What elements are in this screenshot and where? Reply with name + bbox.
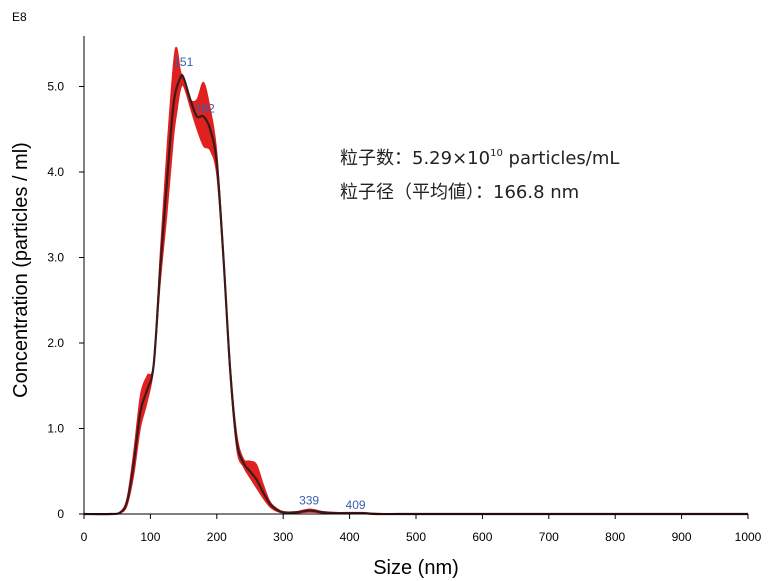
particle-count-exponent: 10	[490, 148, 503, 159]
stats-annotation: 粒子数：5.29×1010 particles/mL 粒子径（平均値）：166.…	[340, 148, 619, 203]
x-tick-label: 300	[273, 530, 293, 544]
peak-label: 339	[299, 494, 319, 508]
x-tick-label: 200	[207, 530, 227, 544]
x-tick-label: 400	[340, 530, 360, 544]
ticks-layer: 0 100 200 300 400 500 600 700 800 900 1000 0 1.0 2.0 3…	[47, 80, 761, 545]
y-tick-label: 1.0	[47, 422, 64, 436]
y-axis-title: Concentration (particles / ml)	[10, 142, 32, 398]
particle-count-annotation: 粒子数：5.29×1010 particles/mL	[340, 148, 619, 169]
peak-labels-layer: 151 182 339 409	[173, 55, 366, 512]
mean-line-layer	[83, 73, 748, 516]
error-band	[83, 46, 749, 515]
peak-label: 182	[195, 101, 215, 115]
y-exponent-label: E8	[12, 10, 27, 24]
y-tick-label: 4.0	[47, 165, 64, 179]
peak-label: 151	[173, 55, 193, 69]
mean-size-annotation: 粒子径（平均値）：166.8 nm	[340, 182, 579, 203]
x-tick-label: 900	[672, 530, 692, 544]
particle-count-suffix: particles/mL	[503, 148, 620, 169]
x-tick-label: 800	[605, 530, 625, 544]
x-tick-label: 0	[81, 530, 88, 544]
y-tick-label: 0	[57, 507, 64, 521]
y-tick-label: 3.0	[47, 251, 64, 265]
x-axis-title: Size (nm)	[373, 557, 459, 579]
x-tick-label: 600	[472, 530, 492, 544]
axes-layer	[83, 36, 748, 515]
y-tick-label: 2.0	[47, 336, 64, 350]
x-tick-label: 700	[539, 530, 559, 544]
x-tick-label: 1000	[735, 530, 762, 544]
particle-count-prefix: 粒子数：5.29×10	[340, 148, 490, 169]
error-band-layer	[83, 46, 749, 515]
x-tick-label: 500	[406, 530, 426, 544]
y-tick-label: 5.0	[47, 80, 64, 94]
x-tick-label: 100	[140, 530, 160, 544]
peak-label: 409	[346, 498, 366, 512]
mean-concentration-line	[83, 73, 748, 516]
